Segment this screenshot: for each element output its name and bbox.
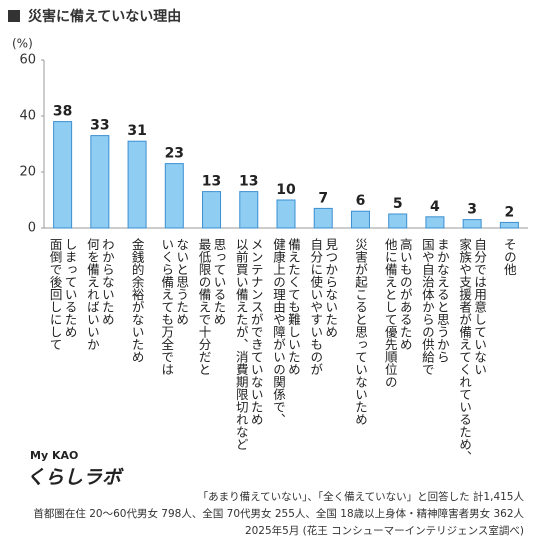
x-tick-label: 何を備えればいいか わからないため — [84, 238, 115, 351]
bar — [425, 216, 445, 229]
note: 2025年5月 (花王 コンシューマーインテリジェンス室調べ) — [244, 525, 524, 537]
y-tick-label: 0 — [28, 221, 36, 236]
x-tick-label: 家族や支援者が備えてくれているため、 自分では用意していない — [457, 238, 488, 463]
note: 首都圏在住 20～60代男女 798人、全国 70代男女 255人、全国 18歳… — [33, 508, 524, 520]
x-tick-label: 災害が起こると思っていないため — [352, 238, 368, 426]
y-tick-label: 40 — [19, 109, 36, 124]
bar — [313, 207, 333, 229]
value-label: 38 — [53, 104, 72, 120]
bar — [90, 135, 110, 229]
note: 「あまり備えていない」、「全く備えていない」と回答した 計1,415人 — [197, 491, 524, 503]
bar — [388, 213, 408, 229]
bar — [350, 210, 370, 229]
value-label: 13 — [202, 174, 221, 190]
bar — [127, 140, 147, 229]
bar — [499, 221, 519, 229]
bar — [276, 199, 296, 229]
value-label: 5 — [393, 196, 403, 212]
x-tick-label: その他 — [501, 238, 517, 276]
x-tick-label: 自分に使いやすいものが 見つからないため — [308, 238, 339, 376]
x-tick-label: 金銭的余裕がないため — [129, 238, 145, 363]
bar — [239, 191, 259, 229]
x-tick-label: 健康上の理由や障がいの関係で、 備えたくても難しいため — [271, 238, 301, 426]
chart-title: 災害に備えていない理由 — [28, 8, 181, 25]
value-label: 33 — [90, 118, 109, 134]
value-label: 6 — [356, 193, 366, 209]
bar — [462, 219, 482, 229]
logo-bottom: くらしラボ — [26, 467, 124, 489]
x-tick-label: 国や自治体からの供給で まかなえると思うから — [419, 238, 450, 376]
x-tick-label: 面倒で後回しにして しまっているため — [47, 238, 78, 351]
y-tick-label: 60 — [19, 53, 36, 68]
value-label: 2 — [505, 204, 515, 220]
value-label: 31 — [127, 123, 146, 139]
y-axis-label: (%) — [12, 37, 33, 51]
bar — [202, 191, 222, 229]
title-icon — [8, 10, 20, 22]
x-tick-label: いくら備えても万全では ないと思うため — [159, 238, 190, 376]
value-label: 3 — [467, 202, 477, 218]
value-label: 23 — [165, 146, 184, 162]
value-label: 4 — [430, 199, 440, 215]
x-tick-label: 他に備えとして優先順位の 高いものがあるため — [382, 238, 413, 388]
bar — [164, 163, 184, 229]
value-label: 13 — [239, 174, 258, 190]
x-tick-label: 以前買い備えたが、消費期限切れなど メンテナンスができていないため — [233, 238, 264, 451]
logo-top: My KAO — [30, 449, 78, 462]
bar — [53, 121, 73, 229]
x-tick-label: 最低限の備えで十分だと 思っているため — [196, 238, 227, 376]
value-label: 7 — [318, 190, 328, 206]
value-label: 10 — [276, 182, 296, 198]
y-tick-label: 20 — [19, 165, 36, 180]
